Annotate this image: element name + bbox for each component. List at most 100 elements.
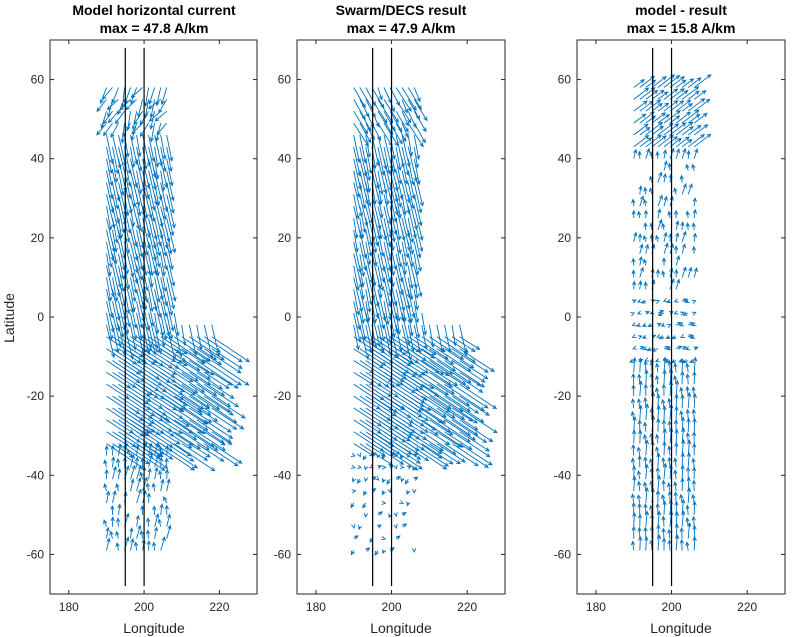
current-vector-arrow xyxy=(663,231,668,242)
current-vector-arrow xyxy=(381,500,387,506)
current-vector-arrow xyxy=(117,443,122,456)
current-vector-arrow xyxy=(382,549,387,555)
current-vector-arrow xyxy=(353,218,359,240)
current-vector-arrow xyxy=(377,511,384,516)
y-axis-label: Latitude xyxy=(1,293,17,343)
y-tick-label: 60 xyxy=(278,73,292,87)
current-vector-arrow xyxy=(693,124,709,136)
current-vector-arrow xyxy=(154,360,177,375)
current-vector-arrow xyxy=(196,443,225,462)
current-vector-arrow xyxy=(674,511,680,527)
y-tick-label: 20 xyxy=(31,231,45,245)
current-vector-arrow xyxy=(685,362,690,373)
current-vector-arrow xyxy=(148,453,154,468)
current-vector-arrow xyxy=(381,490,386,496)
current-vector-arrow xyxy=(107,110,119,124)
current-vector-arrow xyxy=(688,322,695,327)
current-vector-arrow xyxy=(152,505,157,515)
current-vector-arrow xyxy=(114,110,125,125)
current-vector-arrow xyxy=(459,372,482,387)
current-vector-arrow xyxy=(687,113,701,124)
current-vector-arrow xyxy=(663,160,668,171)
current-vector-arrow xyxy=(374,550,379,556)
current-vector-arrow xyxy=(164,457,169,468)
current-vector-arrow xyxy=(127,448,132,456)
current-vector-arrow xyxy=(643,526,648,539)
current-vector-arrow xyxy=(350,452,356,457)
current-vector-arrow xyxy=(675,220,680,230)
current-vector-arrow xyxy=(667,397,672,409)
current-vector-arrow xyxy=(636,469,642,480)
current-vector-arrow xyxy=(142,194,149,220)
current-vector-arrow xyxy=(365,241,372,266)
current-vector-arrow xyxy=(118,206,126,234)
current-vector-arrow xyxy=(353,99,366,121)
current-vector-arrow xyxy=(643,209,649,219)
y-tick-label: -20 xyxy=(27,389,45,403)
current-vector-arrow xyxy=(96,122,107,136)
current-vector-arrow xyxy=(359,122,372,144)
current-vector-arrow xyxy=(96,99,107,113)
current-vector-arrow xyxy=(651,102,663,112)
current-vector-arrow xyxy=(407,134,414,157)
current-vector-arrow xyxy=(413,206,424,242)
current-vector-arrow xyxy=(692,232,698,242)
current-vector-arrow xyxy=(692,466,697,480)
current-vector-arrow xyxy=(675,89,689,100)
current-vector-arrow xyxy=(407,241,415,268)
current-vector-arrow xyxy=(365,289,372,313)
current-vector-arrow xyxy=(148,134,156,163)
current-vector-arrow xyxy=(154,182,161,207)
current-vector-arrow xyxy=(667,210,672,219)
current-vector-arrow xyxy=(667,528,672,539)
current-vector-arrow xyxy=(135,514,140,527)
current-vector-arrow xyxy=(444,407,479,431)
current-vector-arrow xyxy=(395,443,422,460)
current-vector-arrow xyxy=(196,407,219,422)
current-vector-arrow xyxy=(383,146,391,175)
current-vector-arrow xyxy=(117,467,122,480)
current-vector-arrow xyxy=(154,513,160,527)
current-vector-arrow xyxy=(395,182,403,208)
current-vector-arrow xyxy=(363,512,369,518)
current-vector-arrow xyxy=(401,241,409,267)
current-vector-arrow xyxy=(166,372,199,394)
current-vector-arrow xyxy=(351,477,357,483)
current-vector-arrow xyxy=(691,515,696,527)
current-vector-arrow xyxy=(685,373,690,385)
panel-swarm-decs-result: Swarm/DECS result max = 47.9 A/km 180 200… xyxy=(274,2,506,636)
current-vector-arrow xyxy=(407,336,437,356)
current-vector-arrow xyxy=(148,312,159,350)
current-vector-arrow xyxy=(681,138,693,148)
current-vector-arrow xyxy=(679,527,684,539)
current-vector-arrow xyxy=(395,158,403,185)
current-vector-arrow xyxy=(148,277,158,312)
current-vector-arrow xyxy=(681,427,686,444)
current-vector-arrow xyxy=(404,478,410,485)
panel-title-line2: max = 15.8 A/km xyxy=(627,20,736,36)
current-vector-arrow xyxy=(459,395,490,416)
x-tick-label: 180 xyxy=(586,600,606,614)
current-vector-arrow xyxy=(158,469,163,480)
current-vector-arrow xyxy=(160,431,181,445)
current-vector-arrow xyxy=(106,241,113,268)
current-vector-arrow xyxy=(166,289,174,316)
current-vector-arrow xyxy=(691,431,697,444)
current-vector-arrow xyxy=(630,312,636,317)
current-vector-arrow xyxy=(656,333,662,338)
y-tick-label: 40 xyxy=(278,152,292,166)
current-vector-arrow xyxy=(350,502,355,509)
current-vector-arrow xyxy=(631,209,636,219)
current-vector-arrow xyxy=(365,182,372,207)
current-vector-arrow xyxy=(642,258,648,266)
current-vector-arrow xyxy=(638,280,643,290)
current-vector-arrow xyxy=(196,431,227,451)
current-vector-arrow xyxy=(681,243,686,254)
current-vector-arrow xyxy=(662,462,668,480)
current-vector-arrow xyxy=(115,517,121,527)
current-vector-arrow xyxy=(106,312,114,341)
current-vector-arrow xyxy=(188,324,198,357)
current-vector-arrow xyxy=(666,299,672,304)
current-vector-arrow xyxy=(115,482,120,492)
current-vector-arrow xyxy=(643,281,648,290)
